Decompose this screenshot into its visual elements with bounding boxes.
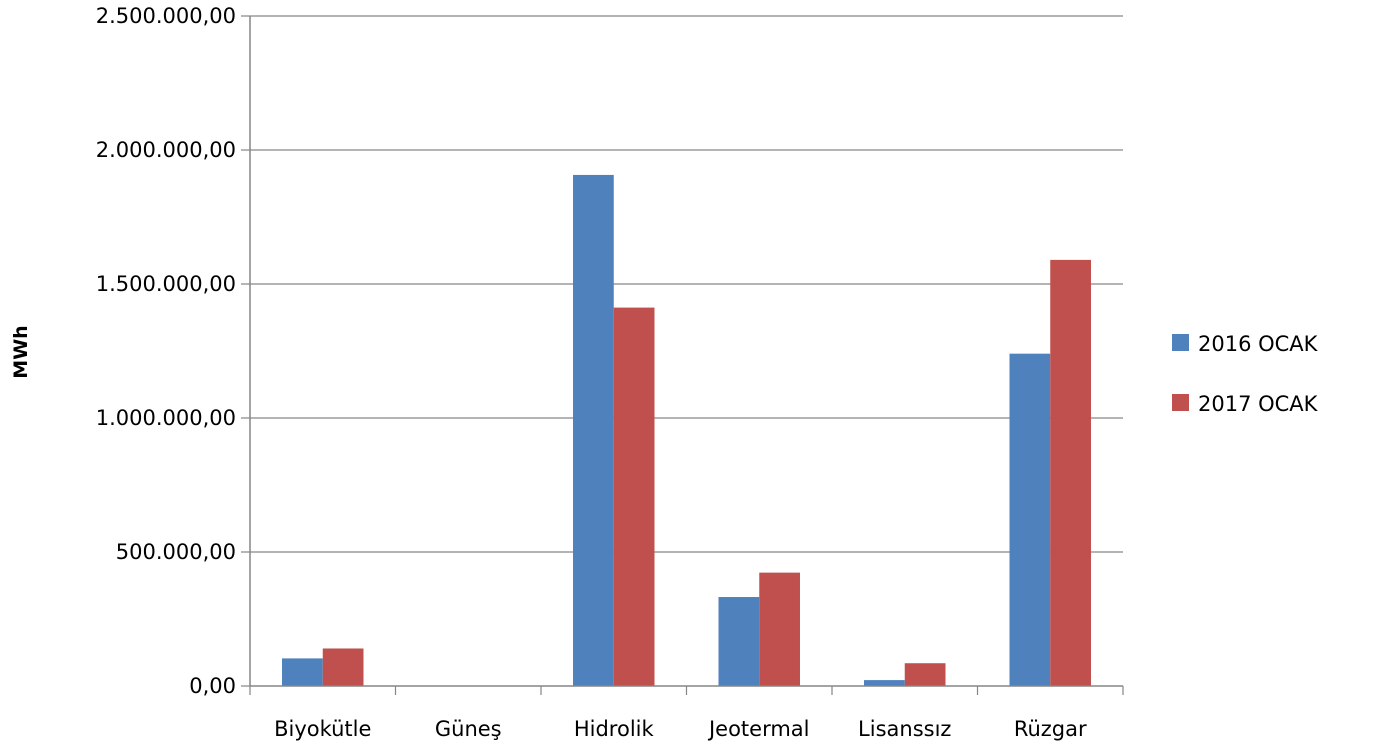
bar-series1 <box>282 658 323 686</box>
y-tick-label: 0,00 <box>189 674 236 698</box>
legend-swatch <box>1172 394 1189 411</box>
bar-series2 <box>613 307 655 686</box>
bar-series2 <box>759 572 800 686</box>
y-tick-label: 1.500.000,00 <box>96 272 236 296</box>
legend-swatch <box>1172 334 1189 351</box>
bar-series2 <box>322 648 364 686</box>
axes <box>249 16 1124 695</box>
bar-series1 <box>718 597 760 686</box>
legend: 2016 OCAK 2017 OCAK <box>1172 332 1319 416</box>
y-axis-label: MWh <box>10 325 32 378</box>
bar-series1 <box>573 174 614 686</box>
x-tick-label: Biyokütle <box>274 717 371 741</box>
legend-label: 2016 OCAK <box>1198 332 1319 356</box>
bar-series1 <box>864 680 905 686</box>
y-tick-label: 2.500.000,00 <box>96 4 236 28</box>
y-tick-label: 1.000.000,00 <box>96 406 236 430</box>
y-tick-label: 500.000,00 <box>116 540 236 564</box>
x-tick-label: Rüzgar <box>1014 717 1087 741</box>
bar-series1 <box>1009 353 1051 686</box>
y-tick-label: 2.000.000,00 <box>96 138 236 162</box>
x-tick-label: Jeotermal <box>707 717 810 741</box>
x-tick-label: Lisanssız <box>858 717 951 741</box>
legend-label: 2017 OCAK <box>1198 392 1319 416</box>
bar-series2 <box>1050 259 1091 686</box>
y-tick-labels: 0,00 500.000,00 1.000.000,00 1.500.000,00 2.… <box>96 4 236 698</box>
gridlines <box>241 15 1123 687</box>
bars <box>282 174 1091 686</box>
x-tick-label: Güneş <box>435 717 502 741</box>
x-tick-labels: Biyokütle Güneş Hidrolik Jeotermal Lisanssız… <box>274 717 1087 741</box>
x-tick-label: Hidrolik <box>574 717 655 741</box>
bar-series2 <box>904 663 946 686</box>
